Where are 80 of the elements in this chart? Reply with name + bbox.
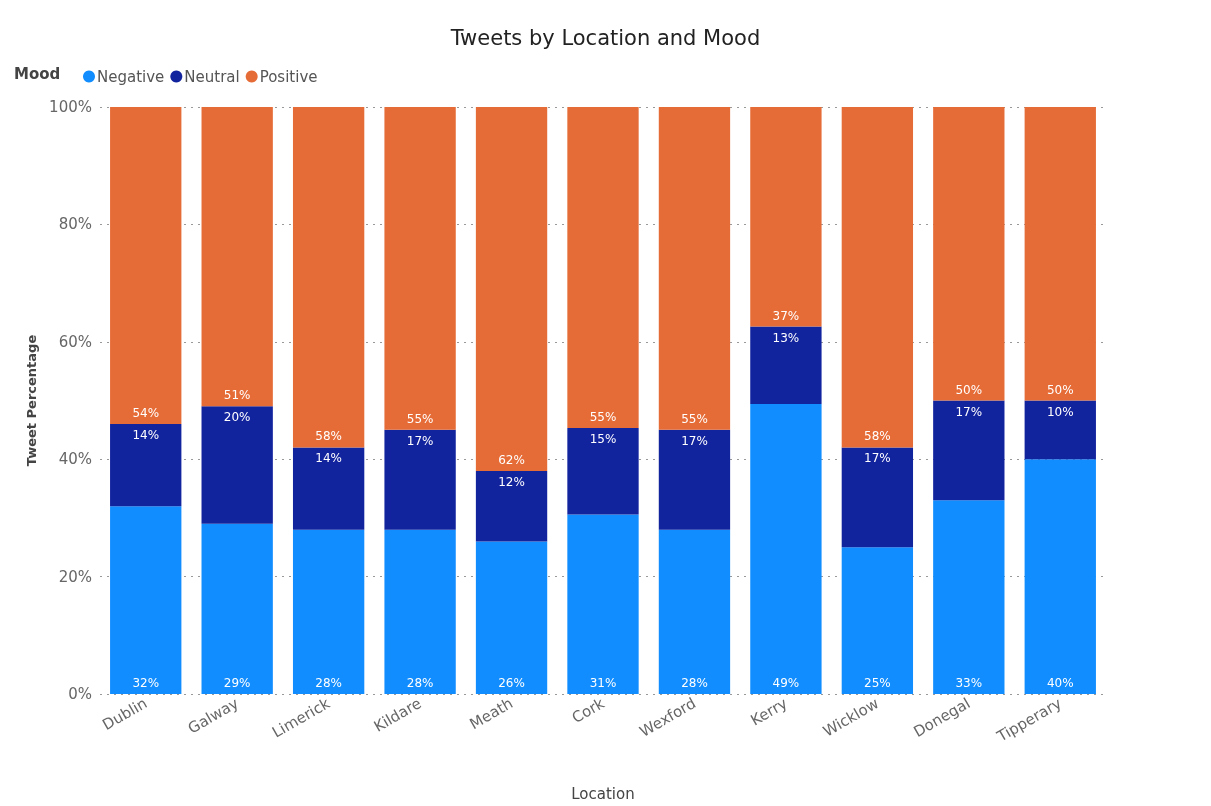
bar xyxy=(841,107,914,448)
bar xyxy=(384,107,456,430)
bar xyxy=(110,107,182,424)
data-label: 55% xyxy=(589,410,617,425)
bar xyxy=(567,107,639,429)
data-label: 58% xyxy=(315,429,342,444)
data-label: 14% xyxy=(132,427,160,442)
bar xyxy=(1024,107,1096,401)
bar xyxy=(292,529,365,694)
data-label: 37% xyxy=(772,308,800,323)
data-label: 28% xyxy=(406,676,434,690)
bar xyxy=(475,470,548,542)
data-label: 62% xyxy=(498,452,525,467)
y-tick-label: 0% xyxy=(68,685,92,703)
legend-label: Neutral xyxy=(184,67,240,86)
data-label: 54% xyxy=(132,405,160,420)
data-label: 17% xyxy=(681,433,708,448)
legend-label: Positive xyxy=(259,67,318,86)
bar xyxy=(658,429,731,530)
bar xyxy=(384,529,456,694)
chart-title: Tweets by Location and Mood xyxy=(449,25,761,50)
bar xyxy=(933,107,1005,401)
data-label: 14% xyxy=(315,451,342,466)
bar xyxy=(201,523,273,694)
legend-label: Negative xyxy=(97,67,165,86)
data-label: 33% xyxy=(955,676,983,690)
data-label: 15% xyxy=(589,432,617,447)
y-tick-label: 40% xyxy=(58,450,92,469)
x-tick-label: Cork xyxy=(568,694,608,728)
x-axis-title: Location xyxy=(571,784,635,803)
data-label: 40% xyxy=(1046,676,1074,690)
data-label: 17% xyxy=(406,433,434,448)
data-label: 55% xyxy=(681,411,708,426)
bar xyxy=(658,107,731,430)
data-label: 50% xyxy=(955,382,983,397)
data-label: 17% xyxy=(955,404,983,419)
bar xyxy=(292,107,365,448)
data-label: 20% xyxy=(223,410,251,425)
data-label: 13% xyxy=(772,330,800,345)
legend-title: Mood xyxy=(14,64,61,83)
bar xyxy=(658,529,731,694)
bar xyxy=(201,406,273,524)
y-tick-label: 80% xyxy=(58,215,92,234)
data-label: 32% xyxy=(132,676,160,690)
bar xyxy=(750,326,822,405)
data-label: 28% xyxy=(681,676,708,690)
bar xyxy=(110,423,182,507)
data-label: 58% xyxy=(864,429,891,444)
data-label: 26% xyxy=(498,676,525,690)
bar xyxy=(201,107,273,407)
data-label: 12% xyxy=(498,474,525,489)
bar xyxy=(110,506,182,694)
bar xyxy=(841,447,914,548)
data-label: 49% xyxy=(772,676,800,690)
data-label: 17% xyxy=(864,451,891,466)
data-label: 28% xyxy=(315,676,342,690)
y-tick-label: 60% xyxy=(58,332,92,351)
y-axis-title: Tweet Percentage xyxy=(24,334,39,467)
bar xyxy=(384,429,456,530)
bar xyxy=(475,107,548,471)
bar xyxy=(567,514,639,694)
y-tick-label: 100% xyxy=(49,98,92,116)
bar xyxy=(1024,459,1096,694)
bar xyxy=(933,400,1005,501)
data-label: 29% xyxy=(223,676,251,690)
bar xyxy=(933,500,1005,694)
data-label: 10% xyxy=(1046,404,1074,419)
bar xyxy=(841,547,914,694)
bar xyxy=(750,404,822,694)
bar xyxy=(292,447,365,530)
data-label: 50% xyxy=(1046,382,1074,397)
data-label: 25% xyxy=(864,676,891,690)
bar xyxy=(750,107,822,327)
y-tick-label: 20% xyxy=(58,567,92,586)
bar xyxy=(475,541,548,694)
bar xyxy=(567,428,639,515)
data-label: 31% xyxy=(589,676,617,690)
data-label: 55% xyxy=(406,411,434,426)
data-label: 51% xyxy=(223,388,251,403)
bar xyxy=(1024,400,1096,460)
